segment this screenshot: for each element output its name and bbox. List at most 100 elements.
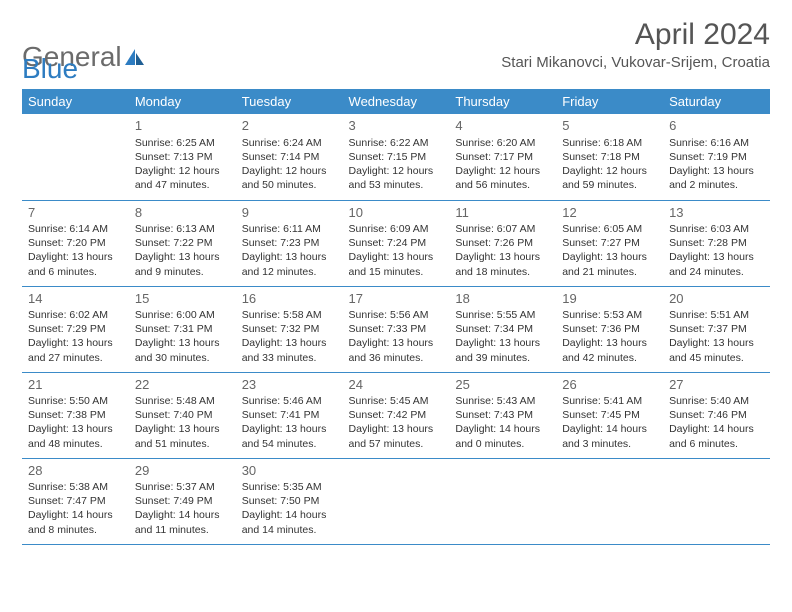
sunrise-text: Sunrise: 6:00 AM xyxy=(135,308,230,322)
daylight-text: Daylight: 14 hours and 0 minutes. xyxy=(455,422,550,450)
day-number: 21 xyxy=(28,376,123,394)
month-title: April 2024 xyxy=(501,18,770,52)
sunrise-text: Sunrise: 6:14 AM xyxy=(28,222,123,236)
brand-part2: Blue xyxy=(22,55,78,83)
day-cell: 26Sunrise: 5:41 AMSunset: 7:45 PMDayligh… xyxy=(556,372,663,458)
calendar-table: SundayMondayTuesdayWednesdayThursdayFrid… xyxy=(22,89,770,545)
calendar-page: General April 2024 Stari Mikanovci, Vuko… xyxy=(0,0,792,563)
daylight-text: Daylight: 13 hours and 54 minutes. xyxy=(242,422,337,450)
day-cell: 21Sunrise: 5:50 AMSunset: 7:38 PMDayligh… xyxy=(22,372,129,458)
day-cell: 22Sunrise: 5:48 AMSunset: 7:40 PMDayligh… xyxy=(129,372,236,458)
sunset-text: Sunset: 7:43 PM xyxy=(455,408,550,422)
day-cell: 24Sunrise: 5:45 AMSunset: 7:42 PMDayligh… xyxy=(343,372,450,458)
weekday-header: Monday xyxy=(129,89,236,114)
sunset-text: Sunset: 7:33 PM xyxy=(349,322,444,336)
weekday-header: Saturday xyxy=(663,89,770,114)
sunset-text: Sunset: 7:34 PM xyxy=(455,322,550,336)
day-cell: 23Sunrise: 5:46 AMSunset: 7:41 PMDayligh… xyxy=(236,372,343,458)
daylight-text: Daylight: 14 hours and 11 minutes. xyxy=(135,508,230,536)
sunset-text: Sunset: 7:50 PM xyxy=(242,494,337,508)
day-number: 29 xyxy=(135,462,230,480)
daylight-text: Daylight: 13 hours and 51 minutes. xyxy=(135,422,230,450)
day-number: 15 xyxy=(135,290,230,308)
sunrise-text: Sunrise: 5:58 AM xyxy=(242,308,337,322)
empty-day-cell xyxy=(343,458,450,544)
daylight-text: Daylight: 12 hours and 53 minutes. xyxy=(349,164,444,192)
daylight-text: Daylight: 12 hours and 47 minutes. xyxy=(135,164,230,192)
sunrise-text: Sunrise: 5:45 AM xyxy=(349,394,444,408)
day-number: 30 xyxy=(242,462,337,480)
calendar-week-row: 28Sunrise: 5:38 AMSunset: 7:47 PMDayligh… xyxy=(22,458,770,544)
sunset-text: Sunset: 7:27 PM xyxy=(562,236,657,250)
sunset-text: Sunset: 7:24 PM xyxy=(349,236,444,250)
day-cell: 8Sunrise: 6:13 AMSunset: 7:22 PMDaylight… xyxy=(129,200,236,286)
day-cell: 27Sunrise: 5:40 AMSunset: 7:46 PMDayligh… xyxy=(663,372,770,458)
sunset-text: Sunset: 7:20 PM xyxy=(28,236,123,250)
sunset-text: Sunset: 7:23 PM xyxy=(242,236,337,250)
weekday-header: Thursday xyxy=(449,89,556,114)
day-number: 24 xyxy=(349,376,444,394)
sunrise-text: Sunrise: 5:40 AM xyxy=(669,394,764,408)
sunset-text: Sunset: 7:49 PM xyxy=(135,494,230,508)
day-cell: 4Sunrise: 6:20 AMSunset: 7:17 PMDaylight… xyxy=(449,114,556,200)
day-cell: 2Sunrise: 6:24 AMSunset: 7:14 PMDaylight… xyxy=(236,114,343,200)
day-number: 18 xyxy=(455,290,550,308)
day-number: 3 xyxy=(349,117,444,135)
day-cell: 14Sunrise: 6:02 AMSunset: 7:29 PMDayligh… xyxy=(22,286,129,372)
sunrise-text: Sunrise: 5:55 AM xyxy=(455,308,550,322)
calendar-week-row: 21Sunrise: 5:50 AMSunset: 7:38 PMDayligh… xyxy=(22,372,770,458)
daylight-text: Daylight: 13 hours and 24 minutes. xyxy=(669,250,764,278)
calendar-week-row: 14Sunrise: 6:02 AMSunset: 7:29 PMDayligh… xyxy=(22,286,770,372)
day-number: 28 xyxy=(28,462,123,480)
calendar-week-row: 1Sunrise: 6:25 AMSunset: 7:13 PMDaylight… xyxy=(22,114,770,200)
empty-day-cell xyxy=(556,458,663,544)
day-number: 26 xyxy=(562,376,657,394)
day-number: 27 xyxy=(669,376,764,394)
day-cell: 11Sunrise: 6:07 AMSunset: 7:26 PMDayligh… xyxy=(449,200,556,286)
day-cell: 10Sunrise: 6:09 AMSunset: 7:24 PMDayligh… xyxy=(343,200,450,286)
sunset-text: Sunset: 7:42 PM xyxy=(349,408,444,422)
sunset-text: Sunset: 7:18 PM xyxy=(562,150,657,164)
sunset-text: Sunset: 7:40 PM xyxy=(135,408,230,422)
sunrise-text: Sunrise: 5:53 AM xyxy=(562,308,657,322)
day-cell: 20Sunrise: 5:51 AMSunset: 7:37 PMDayligh… xyxy=(663,286,770,372)
daylight-text: Daylight: 13 hours and 21 minutes. xyxy=(562,250,657,278)
weekday-row: SundayMondayTuesdayWednesdayThursdayFrid… xyxy=(22,89,770,114)
calendar-week-row: 7Sunrise: 6:14 AMSunset: 7:20 PMDaylight… xyxy=(22,200,770,286)
weekday-header: Wednesday xyxy=(343,89,450,114)
sunrise-text: Sunrise: 5:48 AM xyxy=(135,394,230,408)
day-cell: 28Sunrise: 5:38 AMSunset: 7:47 PMDayligh… xyxy=(22,458,129,544)
day-number: 14 xyxy=(28,290,123,308)
day-cell: 29Sunrise: 5:37 AMSunset: 7:49 PMDayligh… xyxy=(129,458,236,544)
daylight-text: Daylight: 13 hours and 27 minutes. xyxy=(28,336,123,364)
sunset-text: Sunset: 7:26 PM xyxy=(455,236,550,250)
day-number: 23 xyxy=(242,376,337,394)
sunset-text: Sunset: 7:45 PM xyxy=(562,408,657,422)
weekday-header: Tuesday xyxy=(236,89,343,114)
sunrise-text: Sunrise: 6:24 AM xyxy=(242,136,337,150)
daylight-text: Daylight: 13 hours and 15 minutes. xyxy=(349,250,444,278)
day-number: 1 xyxy=(135,117,230,135)
sunrise-text: Sunrise: 6:11 AM xyxy=(242,222,337,236)
sunrise-text: Sunrise: 5:37 AM xyxy=(135,480,230,494)
day-number: 10 xyxy=(349,204,444,222)
daylight-text: Daylight: 13 hours and 48 minutes. xyxy=(28,422,123,450)
daylight-text: Daylight: 13 hours and 42 minutes. xyxy=(562,336,657,364)
daylight-text: Daylight: 14 hours and 3 minutes. xyxy=(562,422,657,450)
sunset-text: Sunset: 7:47 PM xyxy=(28,494,123,508)
day-number: 5 xyxy=(562,117,657,135)
weekday-header: Sunday xyxy=(22,89,129,114)
empty-day-cell xyxy=(449,458,556,544)
day-number: 11 xyxy=(455,204,550,222)
sunrise-text: Sunrise: 6:13 AM xyxy=(135,222,230,236)
daylight-text: Daylight: 13 hours and 12 minutes. xyxy=(242,250,337,278)
sunset-text: Sunset: 7:14 PM xyxy=(242,150,337,164)
day-number: 25 xyxy=(455,376,550,394)
sunrise-text: Sunrise: 6:22 AM xyxy=(349,136,444,150)
day-number: 9 xyxy=(242,204,337,222)
day-cell: 12Sunrise: 6:05 AMSunset: 7:27 PMDayligh… xyxy=(556,200,663,286)
day-number: 19 xyxy=(562,290,657,308)
sunrise-text: Sunrise: 5:50 AM xyxy=(28,394,123,408)
empty-day-cell xyxy=(663,458,770,544)
sunrise-text: Sunrise: 5:56 AM xyxy=(349,308,444,322)
